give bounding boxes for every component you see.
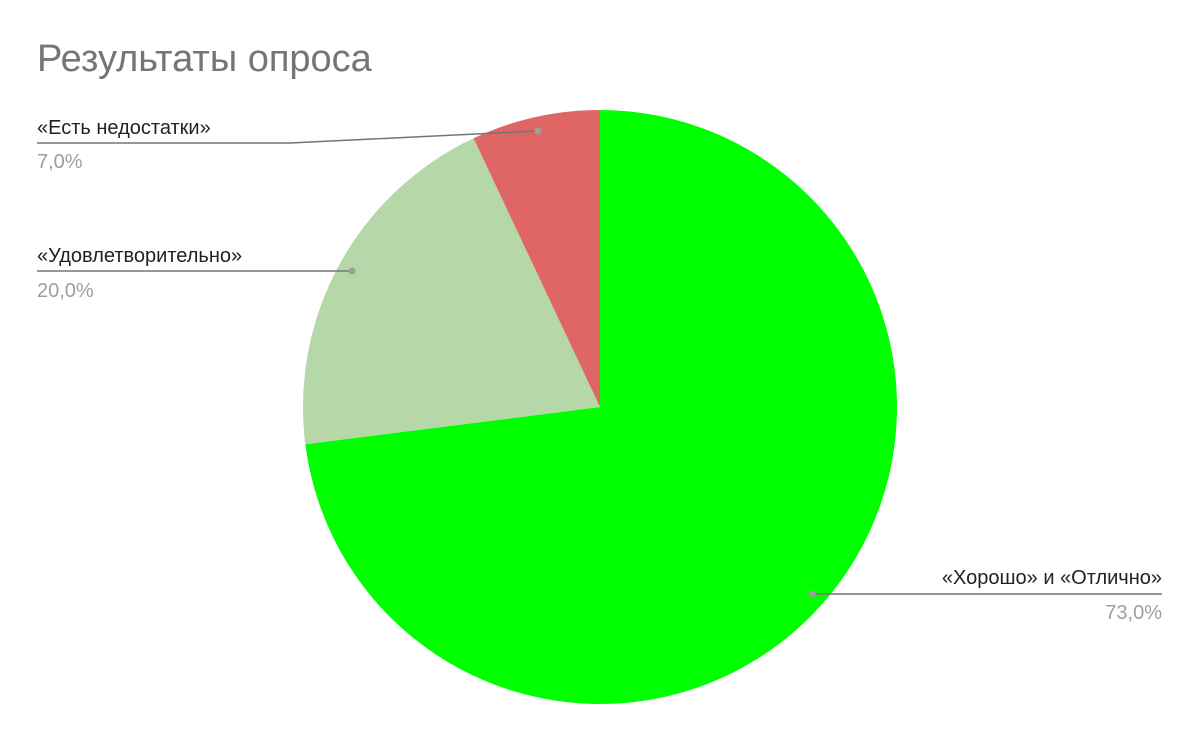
pie-slice-2 [473,110,600,407]
chart-title: Результаты опроса [37,38,372,80]
slice-label-1: «Удовлетворительно» [37,245,243,267]
leader-dot-slice-0 [808,590,816,598]
slice-value-label-1: 20,0% [37,280,94,302]
leader-lines [37,127,1162,598]
leader-dot-slice-2 [534,127,542,135]
slice-label-2: «Есть недостатки» [37,117,211,139]
slice-value-label-0: 73,0% [1105,602,1162,624]
slice-label-0: «Хорошо» и «Отлично» [941,567,1162,589]
slice-value-label-2: 7,0% [37,151,83,173]
leader-line-slice-2 [37,130,539,144]
pie-slice-0 [305,110,897,704]
pie-slice-1 [302,138,600,445]
leader-dot-slice-1 [348,267,356,275]
